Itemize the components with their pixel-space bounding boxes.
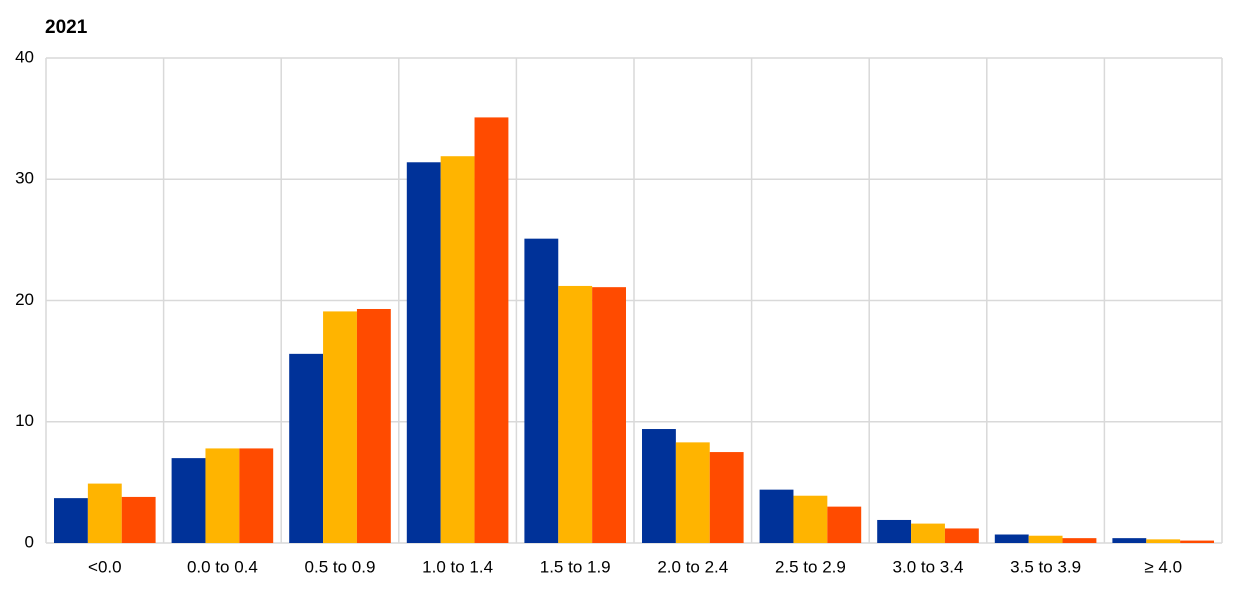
x-tick-label: 2.5 to 2.9 — [775, 557, 846, 576]
bar — [1146, 539, 1181, 543]
bar — [1028, 535, 1063, 543]
chart-title: 2021 — [45, 17, 88, 38]
bar — [356, 308, 391, 543]
bar — [440, 156, 475, 543]
y-tick-label: 10 — [15, 411, 34, 430]
x-tick-label: <0.0 — [88, 557, 122, 576]
bar — [1180, 540, 1214, 543]
bar — [994, 534, 1029, 543]
bar — [558, 285, 593, 543]
bar — [474, 117, 509, 543]
bar — [709, 452, 744, 543]
x-tick-label: 0.0 to 0.4 — [187, 557, 258, 576]
bar — [524, 238, 559, 543]
bar — [239, 448, 274, 543]
x-tick-label: ≥ 4.0 — [1144, 557, 1182, 576]
x-tick-label: 3.0 to 3.4 — [893, 557, 964, 576]
y-tick-label: 30 — [15, 169, 34, 188]
bar — [759, 489, 794, 543]
bar — [1062, 538, 1097, 543]
bar — [1112, 538, 1147, 543]
bar — [54, 498, 88, 543]
bar — [793, 495, 828, 543]
bar — [289, 353, 324, 543]
bar — [911, 523, 945, 543]
y-tick-label: 40 — [15, 47, 34, 66]
y-tick-label: 0 — [25, 532, 34, 551]
bar — [592, 287, 626, 543]
bar — [675, 442, 710, 543]
bar — [406, 162, 441, 543]
y-tick-label: 20 — [15, 290, 34, 309]
bar — [944, 528, 979, 543]
bar — [205, 448, 240, 543]
bar — [121, 496, 156, 543]
x-tick-label: 1.5 to 1.9 — [540, 557, 611, 576]
x-tick-label: 3.5 to 3.9 — [1010, 557, 1081, 576]
bar — [642, 429, 676, 543]
x-tick-label: 2.0 to 2.4 — [657, 557, 728, 576]
bar — [171, 458, 206, 543]
bar — [87, 483, 122, 543]
bar — [827, 506, 862, 543]
bar — [323, 311, 357, 543]
x-tick-label: 0.5 to 0.9 — [305, 557, 376, 576]
x-tick-label: 1.0 to 1.4 — [422, 557, 493, 576]
bar — [877, 519, 912, 543]
